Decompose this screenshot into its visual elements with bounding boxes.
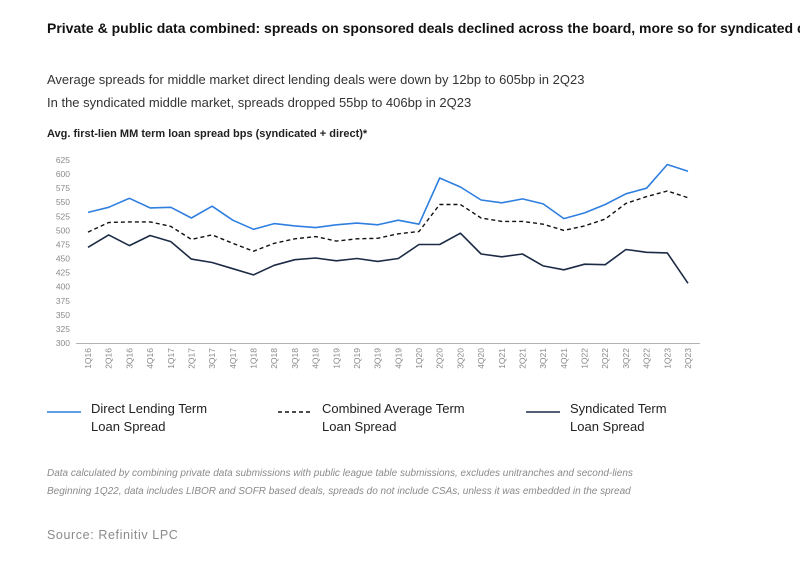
x-tick-label: 1Q23: [662, 348, 672, 369]
y-tick-label: 600: [56, 169, 70, 179]
x-tick-label: 3Q17: [207, 348, 217, 369]
legend-swatch-combined-average: [278, 411, 312, 413]
legend-label-line: Syndicated Term: [570, 401, 667, 416]
x-axis-labels: 1Q16 2Q16 3Q16 4Q16 1Q17 2Q17 3Q17 4Q17 1Q18 2Q18…: [83, 348, 693, 369]
y-tick-label: 325: [56, 324, 70, 334]
x-tick-label: 3Q21: [538, 348, 548, 369]
x-tick-label: 3Q19: [373, 348, 383, 369]
x-tick-label: 1Q19: [331, 348, 341, 369]
x-tick-label: 4Q21: [559, 348, 569, 369]
x-tick-label: 4Q18: [311, 348, 321, 369]
x-tick-label: 4Q17: [228, 348, 238, 369]
legend-label-line: Loan Spread: [570, 419, 645, 434]
y-tick-label: 450: [56, 254, 70, 264]
x-tick-label: 2Q19: [352, 348, 362, 369]
x-tick-label: 2Q21: [517, 348, 527, 369]
x-tick-label: 1Q20: [414, 348, 424, 369]
legend-swatch-syndicated: [526, 411, 560, 413]
x-tick-label: 4Q22: [642, 348, 652, 369]
y-tick-label: 500: [56, 225, 70, 235]
y-tick-label: 575: [56, 183, 70, 193]
x-tick-label: 2Q23: [683, 348, 693, 369]
x-tick-label: 1Q16: [83, 348, 93, 369]
x-tick-label: 4Q16: [145, 348, 155, 369]
subtitle-direct-lending: Average spreads for middle market direct…: [47, 72, 585, 87]
legend-label-direct-lending: Direct Lending Term Loan Spread: [91, 400, 251, 436]
x-tick-label: 1Q17: [166, 348, 176, 369]
x-tick-label: 2Q16: [104, 348, 114, 369]
footnote-methodology: Data calculated by combining private dat…: [47, 468, 633, 479]
y-tick-label: 375: [56, 296, 70, 306]
x-tick-label: 2Q18: [269, 348, 279, 369]
y-tick-label: 350: [56, 310, 70, 320]
y-tick-label: 400: [56, 282, 70, 292]
legend-swatch-direct-lending: [47, 411, 81, 413]
x-tick-label: 2Q22: [600, 348, 610, 369]
series-lines: [87, 163, 689, 284]
source-credit: Source: Refinitiv LPC: [47, 528, 179, 542]
chart-title: Private & public data combined: spreads …: [47, 20, 800, 36]
footnote-libor-sofr: Beginning 1Q22, data includes LIBOR and …: [47, 486, 631, 497]
subtitle-syndicated: In the syndicated middle market, spreads…: [47, 95, 472, 110]
x-tick-label: 1Q22: [580, 348, 590, 369]
y-axis-labels: 300 325 350 375 400 425 450 475 500 525 550 575 600 6…: [56, 155, 70, 348]
x-tick-label: 4Q19: [393, 348, 403, 369]
y-tick-label: 300: [56, 338, 70, 348]
legend-label-combined-average: Combined Average Term Loan Spread: [322, 400, 482, 436]
y-tick-label: 425: [56, 268, 70, 278]
y-tick-label: 550: [56, 197, 70, 207]
y-tick-label: 625: [56, 155, 70, 165]
series-combined-average: [87, 190, 689, 252]
x-tick-label: 3Q22: [621, 348, 631, 369]
x-tick-label: 1Q21: [497, 348, 507, 369]
legend-label-line: Loan Spread: [91, 419, 166, 434]
x-tick-label: 2Q17: [186, 348, 196, 369]
line-chart: 300 325 350 375 400 425 450 475 500 525 550 575 600 6…: [56, 155, 700, 369]
x-tick-label: 2Q20: [435, 348, 445, 369]
legend-label-line: Direct Lending Term: [91, 401, 208, 416]
chart-heading: Avg. first-lien MM term loan spread bps …: [47, 128, 368, 140]
legend-label-syndicated: Syndicated Term Loan Spread: [570, 400, 730, 436]
x-tick-label: 3Q20: [455, 348, 465, 369]
legend-label-line: Combined Average Term: [322, 401, 465, 416]
x-tick-label: 3Q16: [124, 348, 134, 369]
y-tick-label: 525: [56, 211, 70, 221]
series-syndicated: [87, 232, 689, 284]
x-tick-label: 4Q20: [476, 348, 486, 369]
y-tick-label: 475: [56, 239, 70, 249]
x-tick-label: 3Q18: [290, 348, 300, 369]
x-tick-label: 1Q18: [249, 348, 259, 369]
legend-label-line: Loan Spread: [322, 419, 397, 434]
series-direct-lending: [87, 163, 689, 231]
